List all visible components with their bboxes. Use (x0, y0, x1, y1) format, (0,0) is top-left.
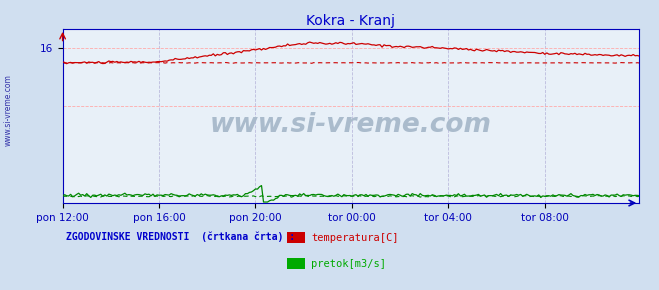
Text: www.si-vreme.com: www.si-vreme.com (210, 112, 492, 138)
Text: ZGODOVINSKE VREDNOSTI  (črtkana črta) :: ZGODOVINSKE VREDNOSTI (črtkana črta) : (66, 232, 295, 242)
Title: Kokra - Kranj: Kokra - Kranj (306, 14, 395, 28)
Text: www.si-vreme.com: www.si-vreme.com (3, 74, 13, 146)
Text: pretok[m3/s]: pretok[m3/s] (311, 259, 386, 269)
Text: temperatura[C]: temperatura[C] (311, 233, 399, 242)
